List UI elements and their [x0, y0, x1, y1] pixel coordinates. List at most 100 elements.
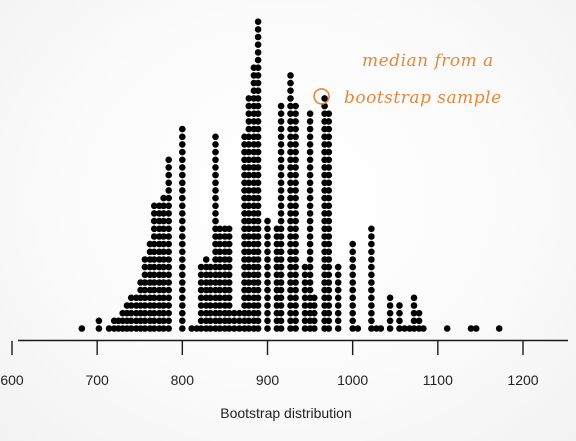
bootstrap-median-dot — [160, 217, 167, 225]
bootstrap-median-dot — [160, 279, 167, 286]
bootstrap-median-dot — [386, 317, 394, 325]
bootstrap-median-dot — [150, 271, 158, 279]
bootstrap-median-dot — [277, 171, 285, 179]
bootstrap-median-dot — [150, 202, 158, 210]
bootstrap-median-dot — [349, 248, 357, 256]
bootstrap-median-dot — [306, 240, 314, 248]
bootstrap-median-dot — [165, 179, 172, 187]
bootstrap-median-dot — [325, 240, 333, 248]
bootstrap-median-dot — [95, 317, 103, 325]
dot-stacks — [78, 18, 503, 332]
bootstrap-median-dot — [179, 164, 186, 171]
bootstrap-median-dot — [287, 72, 294, 79]
bootstrap-median-dot — [245, 171, 253, 179]
bootstrap-median-dot — [325, 133, 333, 141]
bootstrap-median-dot — [368, 325, 375, 332]
bootstrap-median-dot — [188, 325, 195, 332]
bootstrap-median-dot — [368, 233, 375, 240]
bootstrap-median-dot — [277, 271, 285, 279]
bootstrap-median-dot — [401, 325, 408, 332]
bootstrap-median-dot — [245, 240, 253, 248]
bootstrap-median-dot — [277, 125, 285, 133]
bootstrap-median-dot — [216, 317, 224, 325]
bootstrap-median-dot — [292, 179, 299, 187]
bootstrap-median-dot — [410, 325, 418, 332]
x-tick-label: 900 — [256, 372, 280, 388]
bootstrap-median-dot — [197, 286, 205, 294]
bootstrap-median-dot — [349, 240, 357, 248]
bootstrap-median-dot — [150, 294, 158, 302]
bootstrap-median-dot — [160, 302, 167, 309]
bootstrap-median-dot — [292, 263, 299, 271]
bootstrap-median-dot — [287, 156, 294, 164]
bootstrap-median-dot — [325, 325, 333, 332]
bootstrap-median-dot — [368, 309, 375, 317]
bootstrap-median-dot — [216, 309, 224, 317]
bootstrap-median-dot — [264, 325, 271, 332]
bootstrap-median-dot — [141, 309, 149, 317]
bootstrap-median-dot — [179, 210, 186, 217]
bootstrap-median-dot — [127, 309, 135, 317]
bootstrap-median-dot — [207, 294, 214, 302]
annotation-line-1: median from a — [362, 51, 494, 71]
bootstrap-median-dot — [212, 217, 219, 225]
bootstrap-median-dot — [179, 286, 186, 294]
bootstrap-median-dot — [287, 317, 294, 325]
bootstrap-median-dot — [292, 194, 299, 202]
bootstrap-median-dot — [236, 325, 243, 332]
bootstrap-median-dot — [349, 271, 357, 279]
bootstrap-median-dot — [306, 141, 314, 148]
bootstrap-median-dot — [287, 148, 294, 156]
bootstrap-median-dot — [150, 317, 158, 325]
bootstrap-median-dot — [236, 317, 243, 325]
bootstrap-median-dot — [216, 286, 224, 294]
bootstrap-median-dot — [368, 294, 375, 302]
bootstrap-median-dot — [165, 187, 172, 194]
bootstrap-median-dot — [301, 317, 309, 325]
bootstrap-median-dot — [254, 125, 262, 133]
bootstrap-median-dot — [264, 263, 271, 271]
bootstrap-median-dot — [396, 325, 403, 332]
bootstrap-median-dot — [202, 256, 210, 263]
bootstrap-median-dot — [197, 263, 205, 271]
highlighted-median-dot-marker — [313, 88, 330, 105]
bootstrap-median-dot — [277, 317, 285, 325]
bootstrap-median-dot — [160, 317, 167, 325]
bootstrap-median-dot — [254, 33, 262, 41]
bootstrap-median-dot — [127, 302, 135, 309]
bootstrap-median-dot — [254, 325, 262, 332]
bootstrap-median-dot — [443, 325, 451, 332]
bootstrap-median-dot — [287, 256, 294, 263]
bootstrap-median-dot — [277, 141, 285, 148]
bootstrap-median-dot — [472, 325, 480, 332]
bootstrap-median-dot — [277, 210, 285, 217]
bootstrap-median-dot — [334, 317, 342, 325]
bootstrap-median-dot — [197, 294, 205, 302]
bootstrap-median-dot — [165, 202, 172, 210]
bootstrap-median-dot — [150, 248, 158, 256]
bootstrap-median-dot — [410, 317, 418, 325]
bootstrap-median-dot — [321, 95, 328, 102]
bootstrap-median-dot — [292, 171, 299, 179]
bootstrap-median-dot — [254, 41, 262, 48]
bootstrap-median-dot — [165, 325, 172, 332]
bootstrap-median-dot — [165, 263, 172, 271]
bootstrap-median-dot — [277, 309, 285, 317]
bootstrap-median-dot — [306, 279, 314, 286]
bootstrap-median-dot — [216, 248, 224, 256]
bootstrap-median-dot — [396, 302, 403, 309]
bootstrap-median-dot — [277, 233, 285, 240]
bootstrap-median-dot — [254, 294, 262, 302]
bootstrap-median-dot — [254, 179, 262, 187]
bootstrap-median-dot — [396, 317, 403, 325]
bootstrap-median-dot — [292, 256, 299, 263]
bootstrap-median-dot — [212, 148, 219, 156]
bootstrap-median-dot — [306, 156, 314, 164]
bootstrap-median-dot — [207, 325, 214, 332]
bootstrap-median-dot — [277, 302, 285, 309]
bootstrap-median-dot — [311, 309, 318, 317]
bootstrap-median-dot — [165, 271, 172, 279]
bootstrap-median-dot — [292, 279, 299, 286]
bootstrap-median-dot — [368, 240, 375, 248]
bootstrap-median-dot — [141, 271, 149, 279]
